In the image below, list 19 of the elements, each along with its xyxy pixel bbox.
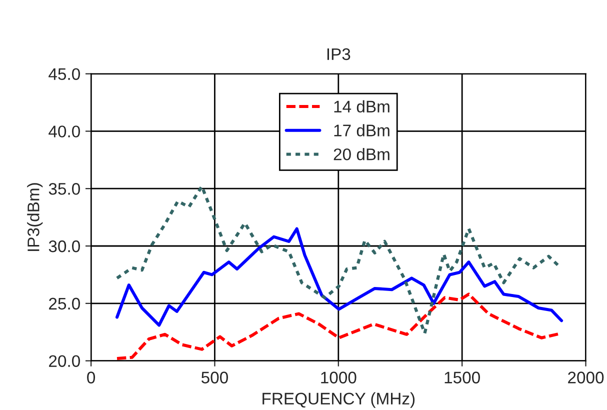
y-tick-label: 25.0 [49, 298, 80, 310]
x-tick-label: 0 [87, 372, 96, 384]
x-tick-label: 500 [201, 372, 228, 384]
y-axis-title: IP3(dBm) [27, 183, 43, 251]
y-tick-label: 30.0 [48, 240, 80, 252]
y-tick-label: 45.0 [48, 68, 80, 80]
y-tick-label: 40.0 [48, 126, 80, 138]
legend-label: 14 dBm [334, 100, 390, 113]
x-tick-label: 1500 [444, 372, 480, 384]
line-series [115, 184, 562, 335]
y-tick-label: 20.0 [49, 355, 80, 368]
legend-label: 17 dBm [334, 124, 390, 136]
y-tick-label: 35.0 [48, 183, 80, 195]
x-tick-label: 2000 [568, 372, 604, 384]
line-series [115, 227, 564, 327]
x-axis-title: FREQUENCY (MHz) [262, 392, 415, 408]
x-tick-label: 1000 [321, 372, 356, 384]
chart-title: IP3 [327, 48, 350, 60]
legend-label: 20 dBm [334, 148, 390, 160]
